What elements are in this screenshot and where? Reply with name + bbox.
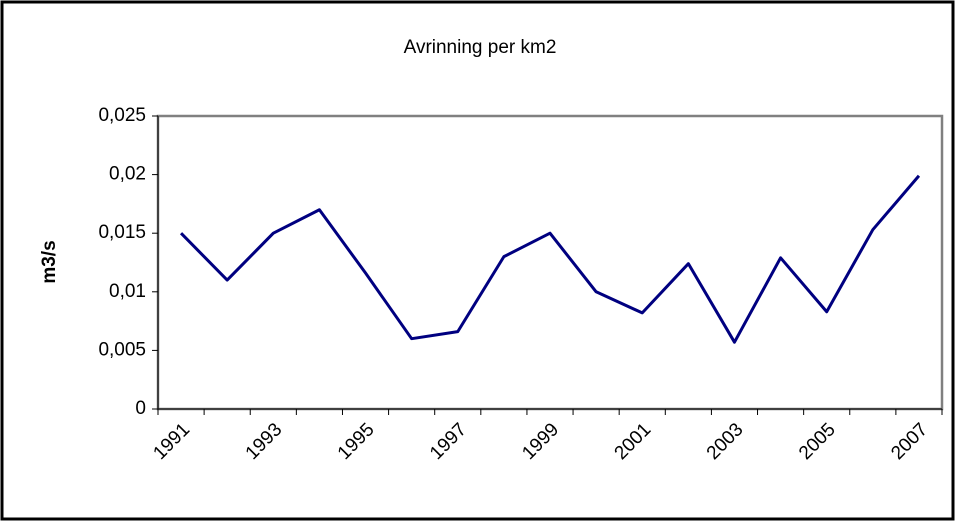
- y-tick-label: 0,015: [98, 222, 146, 243]
- data-line: [179, 174, 921, 344]
- y-tick-label: 0,005: [98, 339, 146, 360]
- y-tick-label: 0: [135, 398, 146, 419]
- y-tick-label: 0,025: [98, 105, 146, 126]
- y-tick-label: 0,02: [109, 164, 146, 185]
- y-axis-label: m3/s: [39, 240, 60, 283]
- plot-area: [156, 114, 944, 411]
- chart-title: Avrinning per km2: [404, 37, 557, 58]
- y-tick-label: 0,01: [109, 281, 146, 302]
